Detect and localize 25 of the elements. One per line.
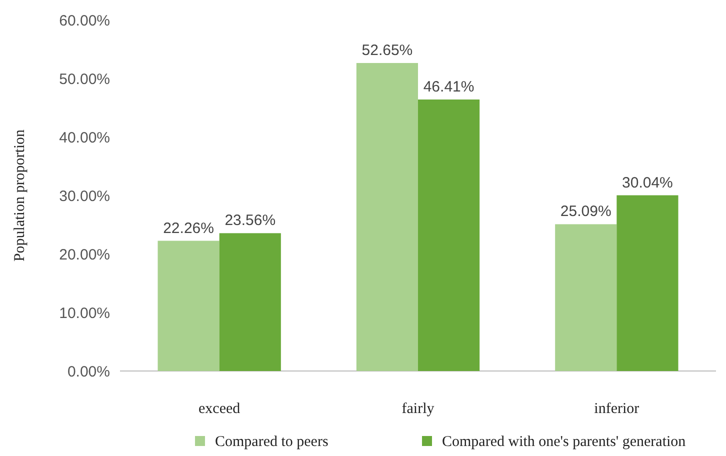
y-tick-label: 60.00% [59, 12, 110, 30]
bar [219, 233, 281, 371]
data-label: 22.26% [163, 220, 214, 237]
y-tick-label: 50.00% [59, 70, 110, 88]
y-tick-label: 0.00% [67, 363, 110, 380]
y-tick-label: 10.00% [59, 304, 110, 322]
x-tick-label: inferior [594, 401, 640, 417]
bar [418, 100, 480, 371]
data-label: 25.09% [560, 203, 612, 220]
data-label: 30.04% [622, 174, 673, 192]
bar [356, 63, 418, 371]
bar [158, 240, 220, 371]
y-tick-label: 20.00% [59, 246, 110, 264]
bar [616, 195, 678, 371]
y-tick-label: 40.00% [59, 129, 110, 146]
data-label: 46.41% [423, 78, 474, 96]
legend-label: Compared with one's parents' generation [442, 434, 686, 450]
x-tick-label: fairly [402, 401, 435, 417]
y-tick-label: 30.00% [59, 188, 110, 205]
x-tick-label: exceed [198, 401, 241, 417]
y-axis-title: Population proportion [12, 128, 28, 262]
data-label: 52.65% [362, 42, 413, 59]
legend-label: Compared to peers [215, 434, 328, 450]
data-label: 23.56% [224, 212, 276, 230]
bar [555, 224, 617, 371]
